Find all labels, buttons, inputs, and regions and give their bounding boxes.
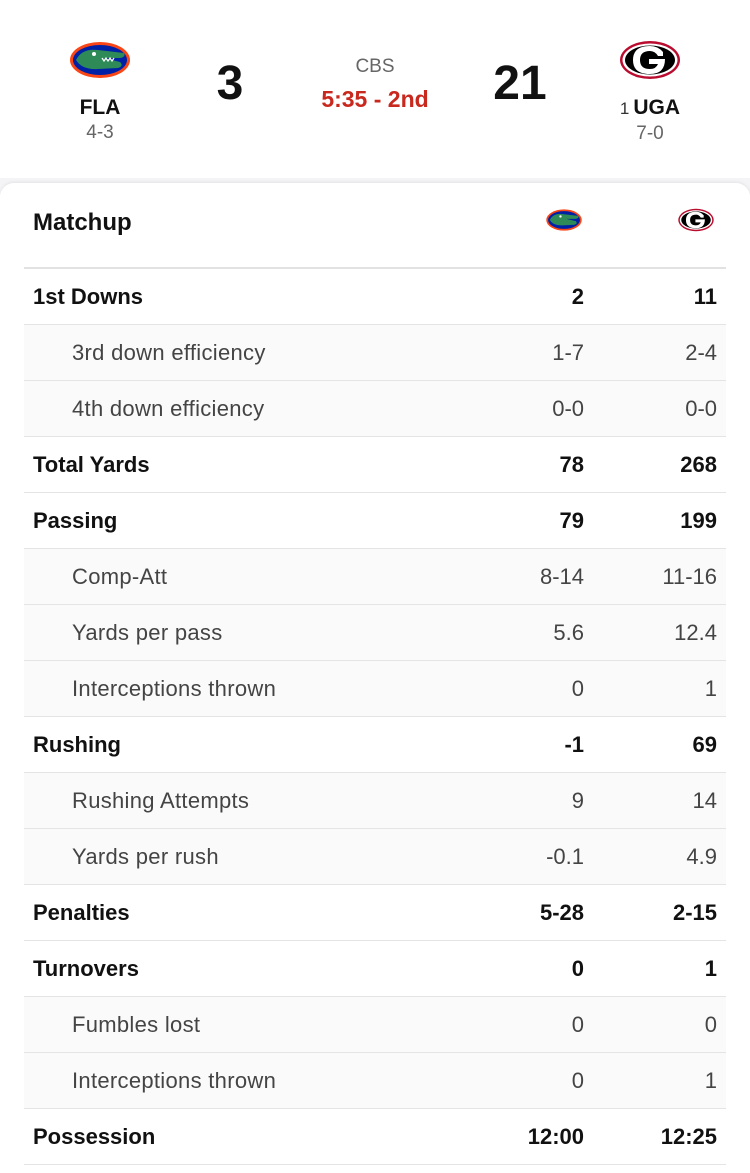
stat-row: 4th down efficiency 0-0 0-0 [24, 381, 726, 437]
florida-gator-logo-icon [546, 209, 582, 231]
home-stat-value: 4.9 [686, 844, 717, 869]
stat-row: Passing 79 199 [24, 493, 726, 549]
home-stat-value: 1 [704, 676, 717, 701]
away-team-record: 4-3 [86, 122, 114, 143]
home-team-abbr: UGA [633, 96, 681, 119]
stat-label: Turnovers [33, 956, 139, 981]
home-stat-value: 11-16 [662, 564, 717, 589]
home-team-record: 7-0 [636, 123, 664, 144]
home-stat-value: 199 [680, 508, 717, 533]
stats-table: 1st Downs 2 11 3rd down efficiency 1-7 2-4 4th… [24, 269, 726, 1165]
home-stat-value: 11 [693, 284, 717, 309]
scoreboard-header: FLA 4-3 3 CBS 5:35 - 2nd 21 1 UGA 7-0 [0, 0, 750, 178]
home-stat-value: 12:25 [660, 1124, 717, 1149]
stat-row: Comp-Att 8-14 11-16 [24, 549, 726, 605]
stat-label: Yards per rush [72, 844, 219, 869]
stat-label: Fumbles lost [72, 1012, 201, 1037]
away-stat-value: 2 [571, 284, 584, 309]
georgia-g-logo-icon [678, 208, 714, 232]
stat-row: Interceptions thrown 0 1 [24, 1053, 726, 1109]
away-stat-value: 79 [559, 508, 584, 533]
away-stat-value: -1 [564, 732, 584, 757]
stat-row: Possession 12:00 12:25 [24, 1109, 726, 1165]
stat-label: 1st Downs [33, 284, 144, 309]
away-team[interactable]: FLA 4-3 [30, 38, 170, 144]
home-score: 21 [493, 57, 547, 110]
stat-row: Interceptions thrown 0 1 [24, 661, 726, 717]
stat-row: Rushing -1 69 [24, 717, 726, 773]
home-stat-value: 14 [692, 788, 717, 813]
away-score: 3 [216, 57, 244, 110]
matchup-title: Matchup [33, 209, 132, 236]
stat-label: Interceptions thrown [72, 676, 277, 701]
away-stat-value: 12:00 [527, 1124, 584, 1149]
stat-label: Passing [33, 508, 118, 533]
home-stat-value: 69 [692, 732, 717, 757]
stat-label: Comp-Att [72, 564, 168, 589]
stat-label: 3rd down efficiency [72, 340, 266, 365]
home-team-line: 1 UGA [580, 96, 720, 121]
home-stat-value: 1 [704, 1068, 717, 1093]
matchup-header: Matchup [24, 183, 726, 269]
georgia-g-logo-icon [620, 41, 680, 79]
home-stat-value: 0-0 [685, 396, 717, 421]
away-stat-value: 8-14 [539, 564, 584, 589]
home-team[interactable]: 1 UGA 7-0 [580, 38, 720, 145]
away-stat-value: 9 [571, 788, 584, 813]
away-stat-value: 1-7 [552, 340, 584, 365]
away-stat-value: 0 [571, 1012, 584, 1037]
away-stat-value: 0-0 [552, 396, 584, 421]
away-stat-value: 0 [571, 676, 584, 701]
home-stat-value: 0 [704, 1012, 717, 1037]
stat-label: Rushing Attempts [72, 788, 250, 813]
stat-row: Yards per pass 5.6 12.4 [24, 605, 726, 661]
stat-label: Total Yards [33, 452, 150, 477]
stat-label: Penalties [33, 900, 130, 925]
away-stat-value: -0.1 [546, 844, 584, 869]
stat-label: Yards per pass [72, 620, 223, 645]
away-team-abbr: FLA [79, 96, 121, 119]
stat-label: Rushing [33, 732, 121, 757]
stat-row: 1st Downs 2 11 [24, 269, 726, 325]
florida-gator-logo-icon [70, 42, 130, 78]
stat-row: Penalties 5-28 2-15 [24, 885, 726, 941]
away-stat-value: 0 [571, 1068, 584, 1093]
stat-label: Interceptions thrown [72, 1068, 277, 1093]
game-clock: 5:35 - 2nd [321, 86, 429, 112]
home-stat-value: 268 [680, 452, 717, 477]
stat-row: Rushing Attempts 9 14 [24, 773, 726, 829]
broadcast-network: CBS [355, 56, 395, 77]
away-stat-value: 5.6 [553, 620, 584, 645]
home-stat-value: 2-15 [672, 900, 717, 925]
matchup-card: Matchup 1st Downs 2 11 3rd down efficiency 1… [0, 183, 750, 1173]
home-team-rank: 1 [619, 99, 630, 118]
stat-row: Yards per rush -0.1 4.9 [24, 829, 726, 885]
stat-row: Turnovers 0 1 [24, 941, 726, 997]
away-stat-value: 5-28 [539, 900, 584, 925]
stat-label: Possession [33, 1124, 156, 1149]
away-stat-value: 78 [559, 452, 584, 477]
away-stat-value: 0 [571, 956, 584, 981]
stat-label: 4th down efficiency [72, 396, 265, 421]
stat-row: Total Yards 78 268 [24, 437, 726, 493]
home-stat-value: 1 [704, 956, 717, 981]
stat-row: 3rd down efficiency 1-7 2-4 [24, 325, 726, 381]
home-stat-value: 2-4 [685, 340, 717, 365]
home-stat-value: 12.4 [674, 620, 717, 645]
stat-row: Fumbles lost 0 0 [24, 997, 726, 1053]
